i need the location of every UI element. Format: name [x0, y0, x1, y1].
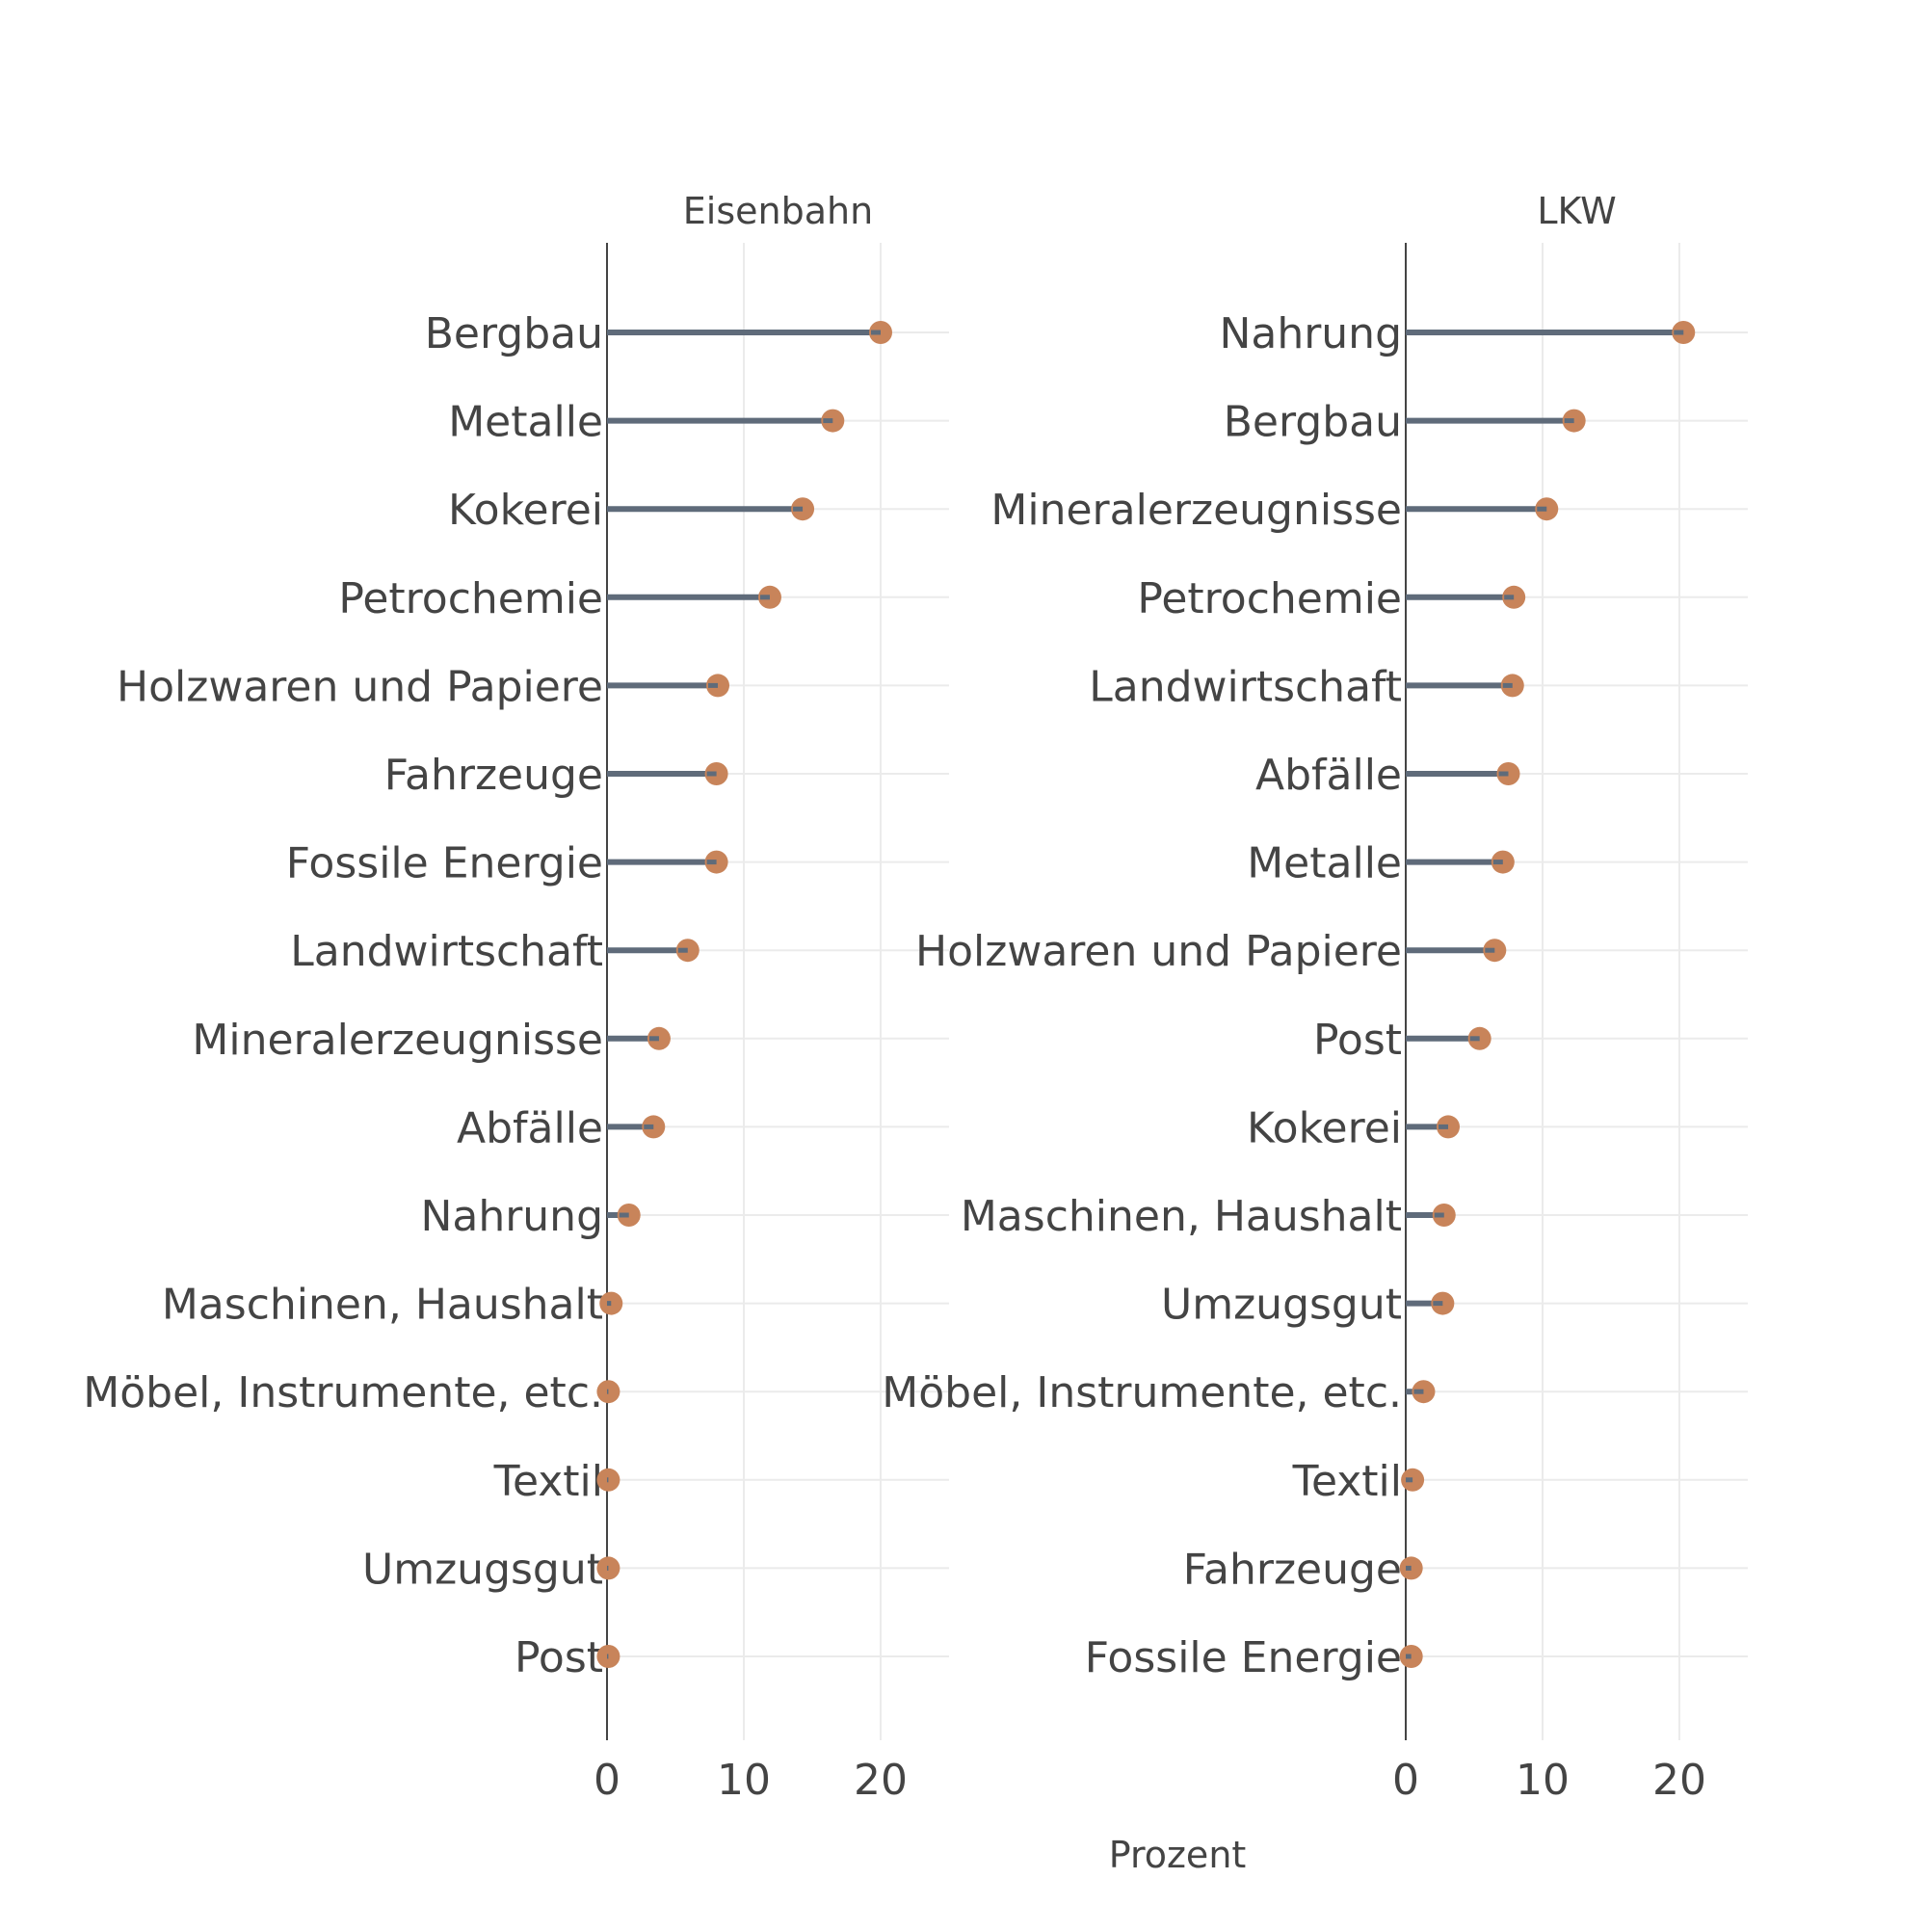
category-label: Metalle — [1247, 839, 1402, 888]
category-label: Fahrzeuge — [384, 751, 603, 800]
category-label: Bergbau — [425, 309, 603, 358]
category-label: Umzugsgut — [1161, 1281, 1402, 1330]
x-tick-label: 20 — [854, 1756, 908, 1805]
category-label: Fossile Energie — [286, 839, 603, 888]
x-axis-title: Prozent — [1109, 1834, 1247, 1876]
category-label: Möbel, Instrumente, etc. — [83, 1368, 603, 1417]
category-label: Möbel, Instrumente, etc. — [882, 1368, 1402, 1417]
category-label: Mineralerzeugnisse — [192, 1016, 603, 1065]
category-label: Fahrzeuge — [1183, 1545, 1402, 1594]
facet-title: LKW — [1537, 190, 1616, 232]
category-label: Post — [515, 1633, 603, 1682]
category-label: Maschinen, Haushalt — [162, 1281, 603, 1330]
category-label: Fossile Energie — [1085, 1633, 1402, 1682]
category-label: Kokerei — [1247, 1103, 1402, 1152]
category-label: Bergbau — [1224, 398, 1402, 447]
category-label: Landwirtschaft — [290, 927, 603, 976]
category-label: Textil — [493, 1457, 603, 1506]
category-label: Textil — [1292, 1457, 1402, 1506]
category-label: Abfälle — [457, 1103, 603, 1152]
x-tick-label: 10 — [717, 1756, 771, 1805]
category-label: Nahrung — [1219, 309, 1402, 358]
x-tick-label: 0 — [1392, 1756, 1419, 1805]
category-label: Metalle — [448, 398, 603, 447]
category-label: Maschinen, Haushalt — [961, 1192, 1402, 1241]
category-label: Umzugsgut — [362, 1545, 603, 1594]
category-label: Holzwaren und Papiere — [117, 662, 603, 711]
category-label: Holzwaren und Papiere — [915, 927, 1402, 976]
category-label: Petrochemie — [1137, 574, 1402, 623]
panel-eisenbahn: Eisenbahn Bergbau Metalle Kokerei Petrochemi… — [83, 190, 949, 1805]
x-tick-label: 10 — [1516, 1756, 1570, 1805]
x-tick-label: 0 — [594, 1756, 620, 1805]
category-label: Landwirtschaft — [1089, 662, 1402, 711]
x-tick-label: 20 — [1652, 1756, 1706, 1805]
category-label: Kokerei — [448, 486, 603, 535]
category-label: Petrochemie — [338, 574, 603, 623]
category-label: Mineralerzeugnisse — [990, 486, 1402, 535]
panel-lkw: LKW Nahrung Bergbau Mineralerzeugnisse Petro… — [882, 190, 1748, 1805]
category-label: Abfälle — [1255, 751, 1402, 800]
category-label: Nahrung — [420, 1192, 603, 1241]
category-label: Post — [1313, 1016, 1402, 1065]
facet-title: Eisenbahn — [683, 190, 873, 232]
